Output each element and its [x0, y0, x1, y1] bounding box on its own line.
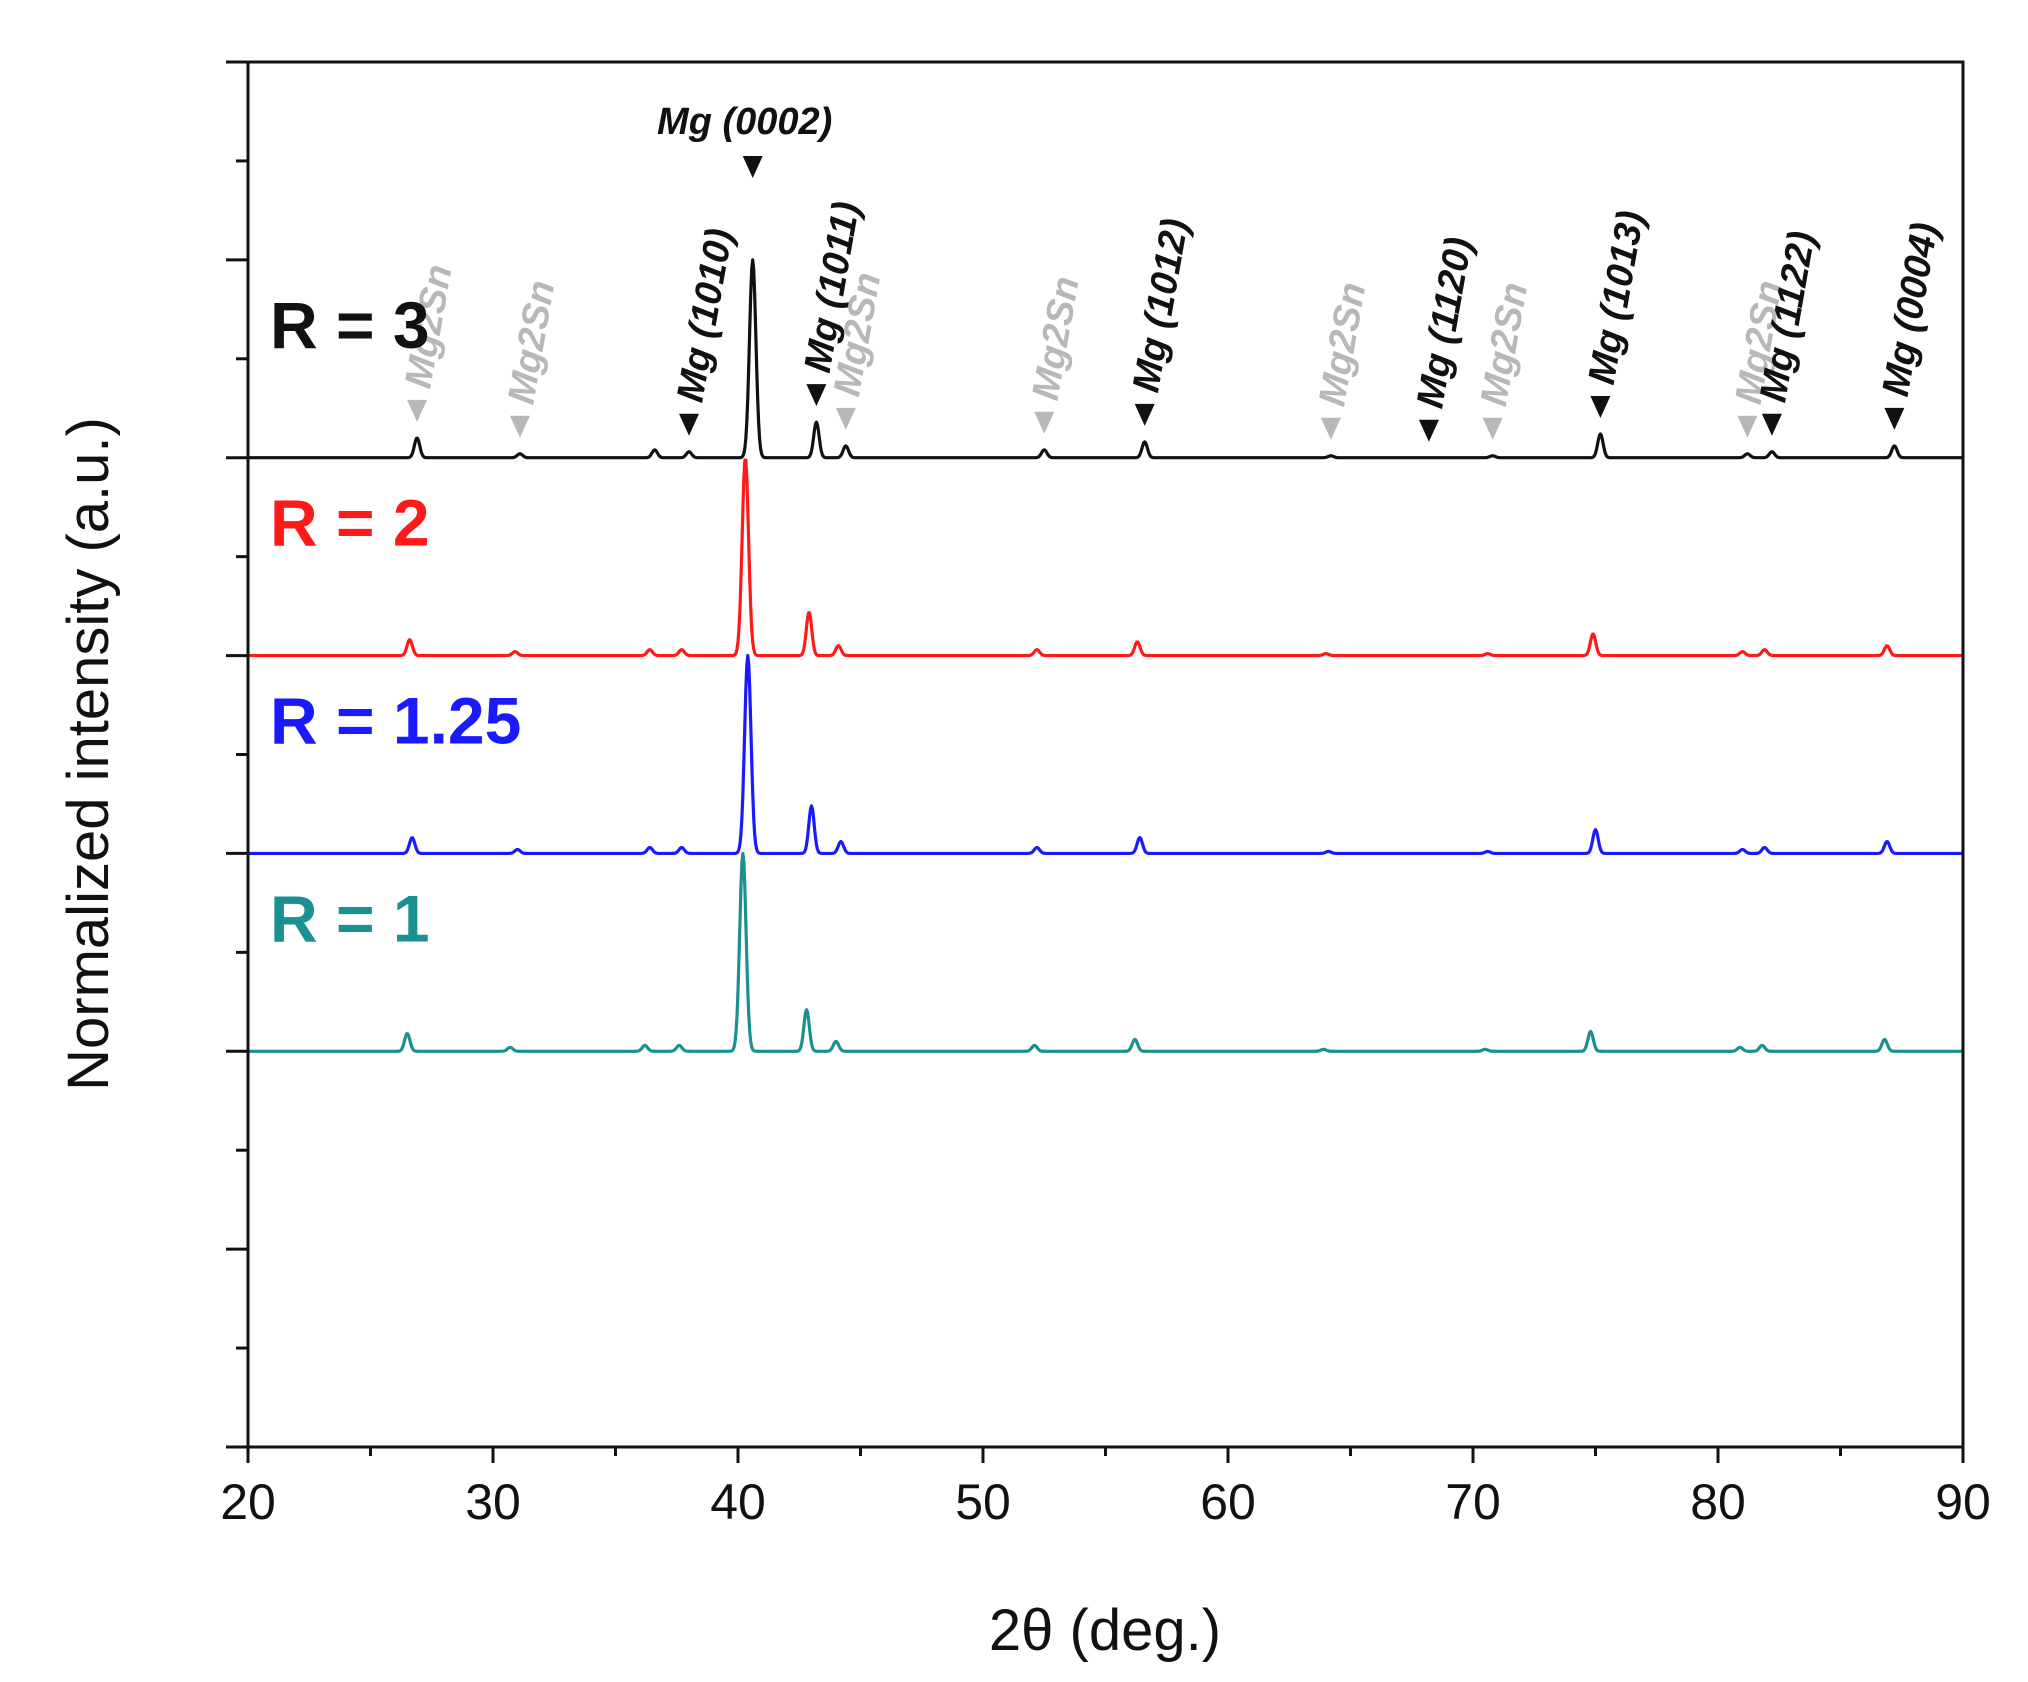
- peak-marker-mg: [742, 156, 763, 178]
- peak-label: Mg (1120): [1409, 234, 1480, 411]
- x-tick-label: 20: [220, 1474, 276, 1530]
- series-line-3: [247, 653, 1964, 856]
- peak-marker-mg: [1418, 419, 1439, 442]
- series-line-4: [247, 851, 1964, 1053]
- series-label-4: R = 1: [270, 881, 430, 955]
- tick-layer: 20 30 40 50 60 70 80 90: [220, 60, 1991, 1530]
- x-tick-label: 60: [1200, 1474, 1256, 1530]
- peak-marker-mg2sn: [1034, 411, 1055, 434]
- peak-label: Mg2Sn: [1025, 273, 1088, 403]
- peak-marker-mg: [1761, 413, 1782, 436]
- peak-marker-mg: [1590, 395, 1611, 418]
- peak-label: Mg2Sn: [1473, 279, 1536, 409]
- series-label-1: R = 3: [270, 288, 430, 362]
- peak-marker-mg2sn: [835, 407, 856, 430]
- x-tick-label: 80: [1690, 1474, 1746, 1530]
- peak-marker-mg: [1134, 403, 1155, 426]
- x-tick-label: 50: [955, 1474, 1011, 1530]
- series-label-2: R = 2: [270, 486, 430, 560]
- peak-label: Mg2Sn: [1311, 279, 1374, 409]
- peak-label: Mg (0002): [657, 101, 832, 143]
- x-axis-title: 2θ (deg.): [989, 1598, 1221, 1663]
- x-tick-label: 40: [710, 1474, 766, 1530]
- x-tick-label: 30: [465, 1474, 521, 1530]
- series-label-layer: R = 3 R = 2 R = 1.25 R = 1: [270, 288, 521, 956]
- series-line-1: [247, 258, 1964, 460]
- peak-label: Mg (1013): [1581, 208, 1653, 388]
- peak-marker-mg2sn: [407, 399, 428, 422]
- x-tick-label: 70: [1445, 1474, 1501, 1530]
- peak-marker-mg2sn: [1482, 417, 1503, 440]
- x-tick-label: 90: [1935, 1474, 1991, 1530]
- peak-label: Mg (0004): [1875, 219, 1947, 399]
- series-label-3: R = 1.25: [270, 684, 521, 758]
- peak-label: Mg (1010): [670, 225, 742, 405]
- peak-label: Mg (1012): [1125, 216, 1197, 396]
- peak-marker-mg2sn: [1320, 417, 1341, 440]
- peak-label: Mg2Sn: [500, 277, 563, 407]
- annotation-layer: Mg2Sn Mg2Sn Mg (1010)Mg (0002)Mg (1011)Mg2…: [398, 101, 1947, 442]
- peak-marker-mg: [679, 413, 699, 436]
- series-line-2: [247, 458, 1964, 658]
- peak-marker-mg2sn: [1737, 415, 1758, 438]
- y-axis-title: Normalized intensity (a.u.): [56, 417, 121, 1091]
- peak-marker-mg2sn: [509, 415, 530, 438]
- peak-marker-mg: [806, 384, 827, 407]
- trace-layer: [247, 258, 1964, 1053]
- peak-marker-mg: [1884, 407, 1905, 430]
